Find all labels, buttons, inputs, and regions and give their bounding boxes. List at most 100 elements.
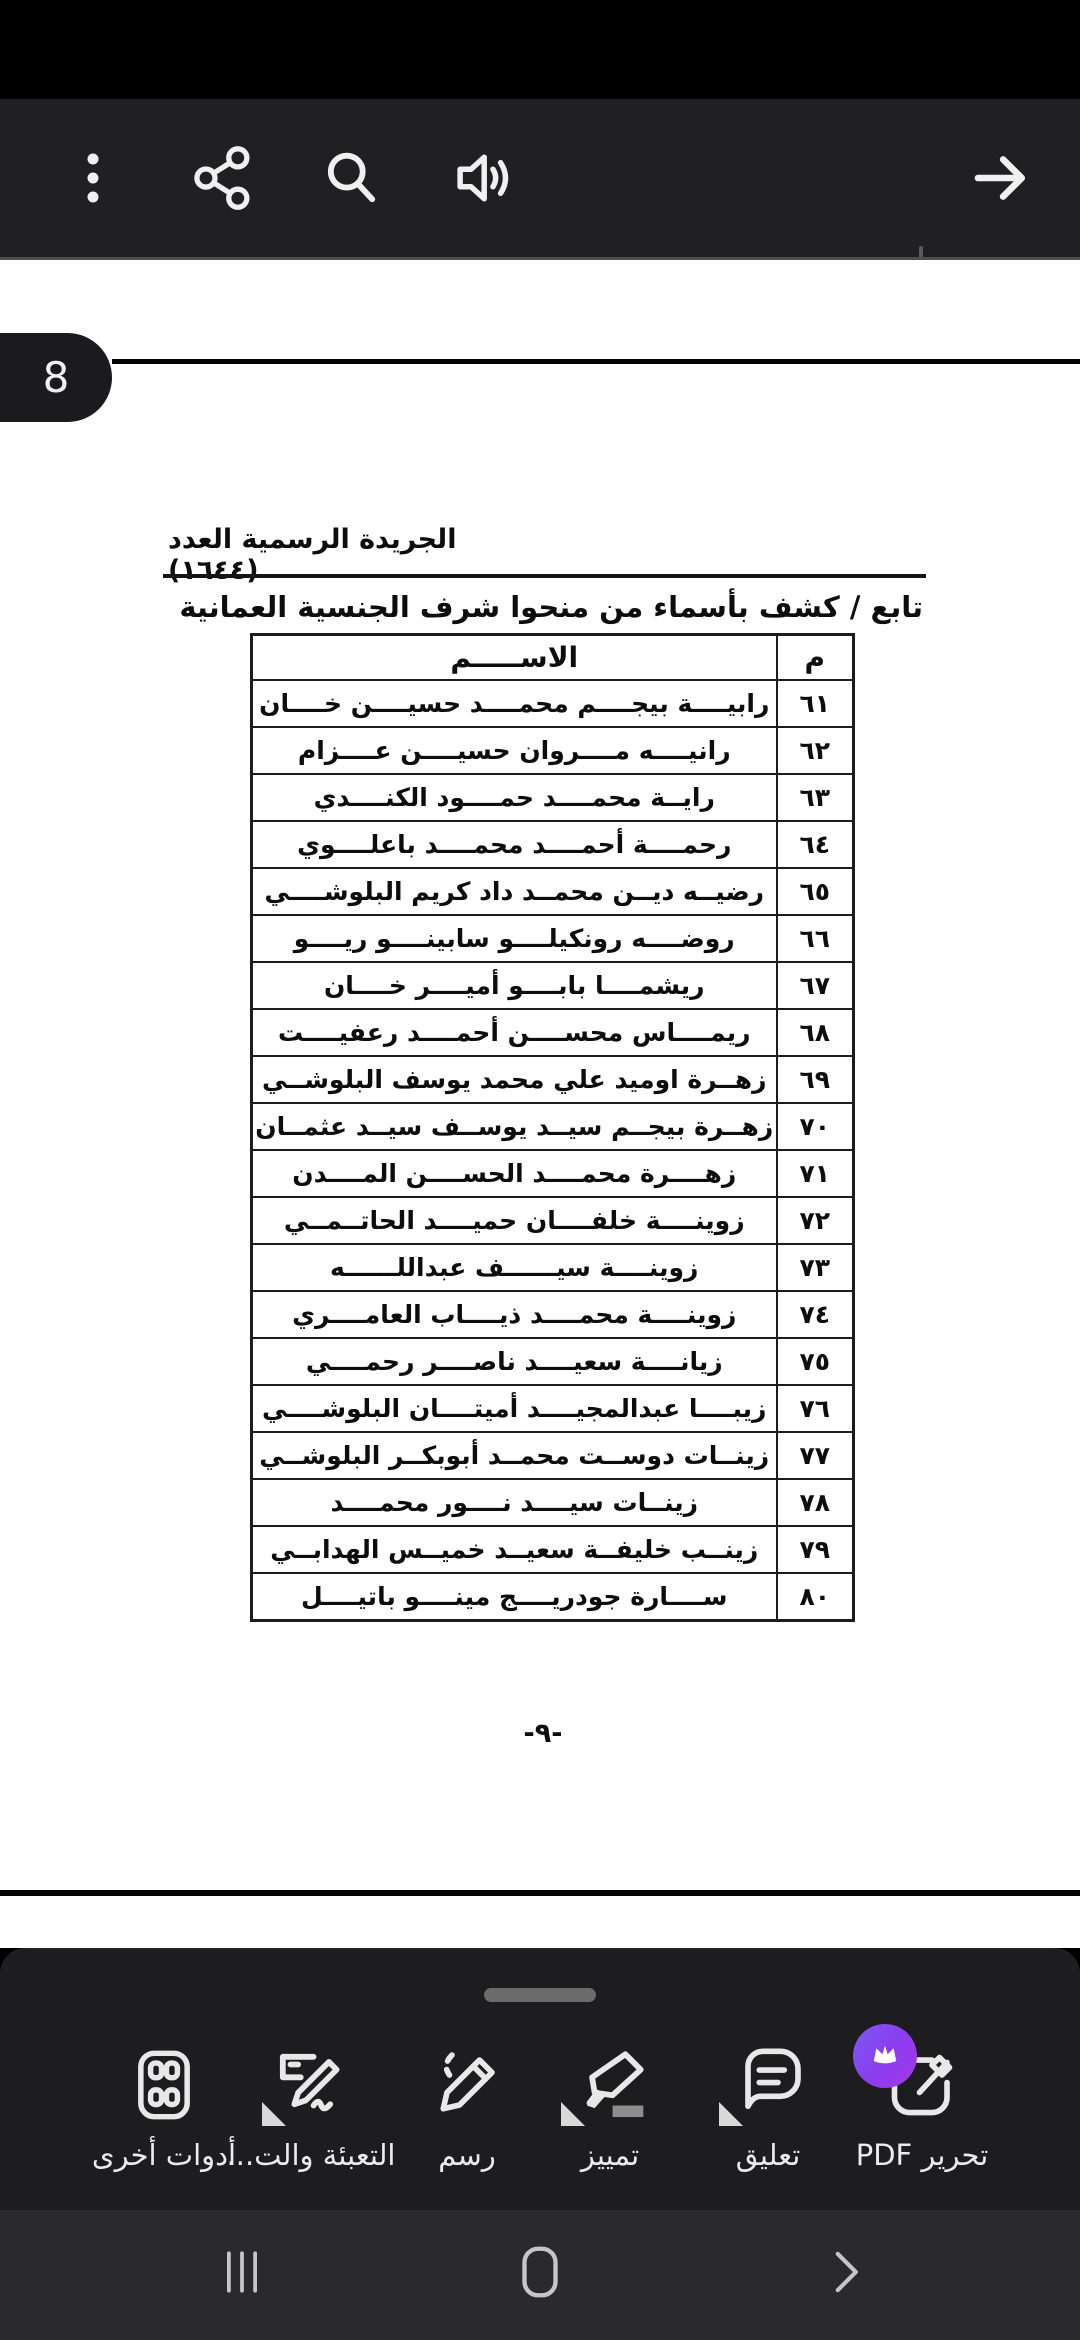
row-number-cell: ٧٠ [775, 1102, 855, 1151]
row-name-cell: ريشمــــا بابــــو أميــــر خــــان [250, 961, 778, 1010]
names-table: م الاســـــم ٦١ رابيــــة بيجــــم محمـــ… [250, 633, 855, 1622]
table-row: ٧٦ زيبــــا عبدالمجيــــد أميتــــان البل… [250, 1384, 855, 1433]
row-name-cell: رحمــــة أحمــــد محمــــد باعلــــوي [250, 820, 778, 869]
page-number-tab[interactable]: 8 [0, 333, 112, 422]
share-button[interactable] [186, 140, 262, 216]
page-bottom-border [0, 1890, 1080, 1896]
highlight-label: تمييز [580, 2138, 640, 2172]
table-row: ٧٧ زينــات دوســت محمــد أبوبكــر البلوشـ… [250, 1431, 855, 1480]
highlight-expand-corner [561, 2102, 585, 2126]
row-name-cell: زينــات سيــــد نــــور محمــــد [250, 1478, 778, 1527]
table-row: ٧٢ زوينــــة خلفــــان حميــــد الحاتــمـ… [250, 1196, 855, 1245]
header-rule [163, 574, 926, 578]
table-row: ٦٨ ريمــــاس محســــن أحمــــد رعفيــــت [250, 1008, 855, 1057]
table-row: ٨٠ ســــارة جودريــــج مينــــو باتيــــل [250, 1572, 855, 1622]
more-options-icon [61, 146, 125, 210]
fill-sign-button[interactable]: التعبئة والت... [221, 2042, 401, 2192]
row-name-cell: زينــب خليفــة سعيــد خميــس الهدابــي [250, 1525, 778, 1574]
row-number-cell: ٦٦ [775, 914, 855, 963]
fill-sign-icon [262, 2042, 354, 2128]
nav-back-button[interactable] [800, 2234, 890, 2310]
row-name-cell: رضيــه ديــن محمــد داد كريم البلوشــــي [250, 867, 778, 916]
row-number-cell: ٦٧ [775, 961, 855, 1010]
row-name-cell: زهــرة اوميد علي محمد يوسف البلوشــي [250, 1055, 778, 1104]
table-header-row: م الاســـــم [250, 633, 855, 681]
row-name-cell: زوينــــة سيــــــف عبداللــــــه [250, 1243, 778, 1292]
comment-expand-corner [719, 2102, 743, 2126]
row-name-cell: زهــرة بيجــم سيــد يوســف سيــد عثمــان [250, 1102, 778, 1151]
read-aloud-button[interactable] [444, 140, 520, 216]
row-number-cell: ٧٤ [775, 1290, 855, 1339]
nav-recents-button[interactable] [197, 2234, 287, 2310]
table-row: ٦٢ رانيــــه مــــروان حسيــــن عــــزام [250, 726, 855, 775]
comment-button[interactable]: تعليق [678, 2042, 858, 2192]
row-name-cell: زوينــــة خلفــــان حميــــد الحاتــمــي [250, 1196, 778, 1245]
draw-button[interactable]: رسم [377, 2042, 557, 2192]
recents-icon [212, 2242, 272, 2302]
share-icon [190, 144, 258, 212]
edit-pdf-button[interactable]: تحرير PDF [832, 2024, 1012, 2192]
row-number-cell: ٧٦ [775, 1384, 855, 1433]
row-number-cell: ٧٧ [775, 1431, 855, 1480]
row-name-cell: روضــــه رونكيلــــو سابينــــو ريــــو [250, 914, 778, 963]
row-number-cell: ٦١ [775, 679, 855, 728]
toolbar-separator [0, 257, 1080, 260]
forward-button[interactable] [964, 140, 1040, 216]
status-bar [0, 0, 1080, 99]
sheet-drag-handle[interactable] [484, 1988, 596, 2002]
page-boundary-line [112, 359, 1080, 364]
row-name-cell: رانيــــه مــــروان حسيــــن عــــزام [250, 726, 778, 775]
row-number-cell: ٧٢ [775, 1196, 855, 1245]
row-name-cell: زينــات دوســت محمــد أبوبكــر البلوشــي [250, 1431, 778, 1480]
row-number-cell: ٦٥ [775, 867, 855, 916]
comment-label: تعليق [735, 2138, 801, 2172]
nav-home-button[interactable] [495, 2234, 585, 2310]
row-number-cell: ٧٣ [775, 1243, 855, 1292]
row-number-cell: ٧٩ [775, 1525, 855, 1574]
name-column-header: الاســـــم [250, 633, 778, 681]
row-name-cell: زوينــــة محمــــد ذيــــاب العامــــري [250, 1290, 778, 1339]
table-row: ٦٦ روضــــه رونكيلــــو سابينــــو ريــــ… [250, 914, 855, 963]
table-row: ٦٤ رحمــــة أحمــــد محمــــد باعلــــوي [250, 820, 855, 869]
row-number-cell: ٧٨ [775, 1478, 855, 1527]
names-table-body: ٦١ رابيــــة بيجــــم محمــــد حسيــــن خ… [250, 679, 855, 1622]
highlight-button[interactable]: تمييز [520, 2042, 700, 2192]
table-row: ٧١ زهــــرة محمــــد الحســــن المــــدن [250, 1149, 855, 1198]
table-row: ٦٩ زهــرة اوميد علي محمد يوسف البلوشــي [250, 1055, 855, 1104]
row-number-cell: ٦٣ [775, 773, 855, 822]
more-tools-label: أدوات أخرى [91, 2138, 237, 2172]
table-row: ٦٥ رضيــه ديــن محمــد داد كريم البلوشـــ… [250, 867, 855, 916]
table-row: ٦٧ ريشمــــا بابــــو أميــــر خــــان [250, 961, 855, 1010]
row-name-cell: زيبــــا عبدالمجيــــد أميتــــان البلوش… [250, 1384, 778, 1433]
more-tools-button[interactable]: أدوات أخرى [74, 2042, 254, 2192]
table-row: ٧٠ زهــرة بيجــم سيــد يوســف سيــد عثمــ… [250, 1102, 855, 1151]
document-page-number: -٩- [523, 1718, 563, 1749]
row-number-cell: ٦٨ [775, 1008, 855, 1057]
gazette-header: الجريدة الرسمية العدد (١٦٤٤) [168, 524, 457, 586]
fill-sign-expand-corner [262, 2102, 286, 2126]
row-number-cell: ٧٥ [775, 1337, 855, 1386]
row-number-cell: ٦٩ [775, 1055, 855, 1104]
forward-arrow-icon [967, 143, 1037, 213]
search-button[interactable] [313, 140, 389, 216]
row-name-cell: ريمــــاس محســــن أحمــــد رعفيــــت [250, 1008, 778, 1057]
edit-pdf-label: تحرير PDF [855, 2138, 989, 2172]
row-name-cell: ســــارة جودريــــج مينــــو باتيــــل [250, 1572, 778, 1622]
read-aloud-icon [447, 143, 517, 213]
table-row: ٧٤ زوينــــة محمــــد ذيــــاب العامــــر… [250, 1290, 855, 1339]
table-row: ٦٣ رايــة محمــــد حمــــود الكنــــدي [250, 773, 855, 822]
back-chevron-icon [816, 2243, 874, 2301]
row-number-cell: ٨٠ [775, 1572, 855, 1622]
highlighter-icon [561, 2042, 653, 2128]
page-number-label: 8 [42, 353, 70, 402]
premium-crown-badge [853, 2024, 917, 2088]
home-icon [509, 2241, 571, 2303]
draw-label: رسم [438, 2138, 496, 2172]
row-name-cell: رايــة محمــــد حمــــود الكنــــدي [250, 773, 778, 822]
table-row: ٧٣ زوينــــة سيــــــف عبداللــــــه [250, 1243, 855, 1292]
more-tools-grid-icon [121, 2042, 207, 2128]
more-options-button[interactable] [55, 140, 131, 216]
row-number-cell: ٦٤ [775, 820, 855, 869]
row-name-cell: رابيــــة بيجــــم محمــــد حسيــــن خــ… [250, 679, 778, 728]
android-nav-bar [0, 2210, 1080, 2340]
